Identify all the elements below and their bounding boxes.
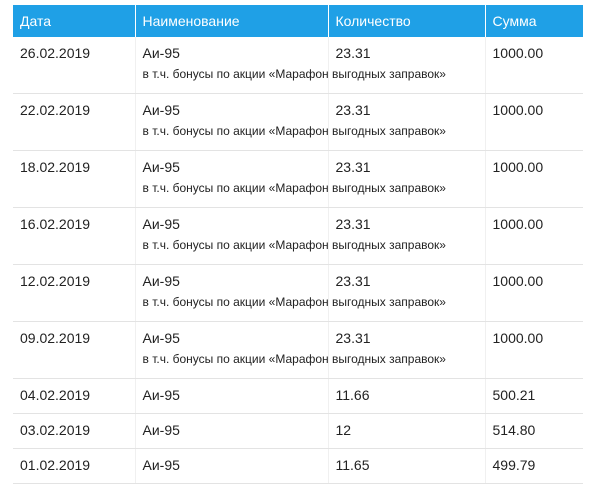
cell-text: Аи-95 xyxy=(142,216,180,232)
table-cell: 1000.00 xyxy=(484,207,583,265)
cell-text: Аи-95 xyxy=(142,273,180,289)
table-cell: Аи-95 xyxy=(134,413,328,449)
table-cell: Аи-95 в т.ч. бонусы по акции «Марафон выг… xyxy=(134,93,446,151)
table-cell: Аи-95 в т.ч. бонусы по акции «Марафон выг… xyxy=(134,207,446,265)
table-row: 16.02.2019 Аи-95 в т.ч. бонусы по акции «М… xyxy=(13,207,583,265)
table-cell: 11.65 xyxy=(327,448,485,484)
bonus-note: в т.ч. бонусы по акции «Марафон выгодных… xyxy=(142,238,446,252)
cell-text: 26.02.2019 xyxy=(20,45,91,61)
table-row: 12.02.2019 Аи-95 в т.ч. бонусы по акции «М… xyxy=(13,264,583,322)
cell-text: 23.31 xyxy=(335,273,371,289)
cell-text: 18.02.2019 xyxy=(20,159,91,175)
table-row: 18.02.2019 Аи-95 в т.ч. бонусы по акции «М… xyxy=(13,150,583,208)
table-cell: 23.31 xyxy=(327,37,485,94)
bonus-note: в т.ч. бонусы по акции «Марафон выгодных… xyxy=(142,352,446,366)
cell-text: 11.65 xyxy=(335,457,370,473)
table-row: 04.02.2019 Аи-95 11.66 500.21 xyxy=(13,378,583,414)
table-row: 22.02.2019 Аи-95 в т.ч. бонусы по акции «М… xyxy=(13,93,583,151)
table-cell: 03.02.2019 xyxy=(13,413,135,449)
table-cell: 500.21 xyxy=(484,378,583,414)
table-cell: 23.31 xyxy=(327,264,485,322)
column-header: Количество xyxy=(327,5,485,37)
purchases-table: Дата Наименование Количество Сумма 26.02.20… xyxy=(13,5,583,484)
table-row: 09.02.2019 Аи-95 в т.ч. бонусы по акции «М… xyxy=(13,321,583,379)
table-cell: 22.02.2019 xyxy=(13,93,135,151)
cell-text: 499.79 xyxy=(492,457,536,473)
cell-text: 03.02.2019 xyxy=(20,422,91,438)
cell-text: 1000.00 xyxy=(492,273,544,289)
cell-text: 1000.00 xyxy=(492,216,544,232)
table-cell: Аи-95 в т.ч. бонусы по акции «Марафон выг… xyxy=(134,264,446,322)
cell-text: Аи-95 xyxy=(142,102,180,118)
table-cell: 01.02.2019 xyxy=(13,448,135,484)
cell-text: 1000.00 xyxy=(492,102,544,118)
table-row: 03.02.2019 Аи-95 12 514.80 xyxy=(13,413,583,449)
cell-text: 11.66 xyxy=(335,387,370,403)
cell-text: 23.31 xyxy=(335,330,371,346)
cell-text: 23.31 xyxy=(335,159,371,175)
table-row: 01.02.2019 Аи-95 11.65 499.79 xyxy=(13,448,583,484)
table-cell: 1000.00 xyxy=(484,93,583,151)
cell-text: 1000.00 xyxy=(492,159,544,175)
cell-text: 23.31 xyxy=(335,102,371,118)
column-header: Дата xyxy=(13,5,135,37)
cell-text: 500.21 xyxy=(492,387,536,403)
table-cell: 18.02.2019 xyxy=(13,150,135,208)
header-row: Дата Наименование Количество Сумма xyxy=(13,5,583,37)
table-cell: 1000.00 xyxy=(484,264,583,322)
table-cell: 16.02.2019 xyxy=(13,207,135,265)
bonus-note: в т.ч. бонусы по акции «Марафон выгодных… xyxy=(142,124,446,138)
cell-text: 04.02.2019 xyxy=(20,387,91,403)
table-cell: 499.79 xyxy=(484,448,583,484)
table-cell: 514.80 xyxy=(484,413,583,449)
cell-text: 12 xyxy=(335,422,352,438)
bonus-note: в т.ч. бонусы по акции «Марафон выгодных… xyxy=(142,295,446,309)
column-header: Наименование xyxy=(134,5,328,37)
cell-text: 12.02.2019 xyxy=(20,273,91,289)
table-cell: 26.02.2019 xyxy=(13,37,135,94)
cell-text: 23.31 xyxy=(335,45,371,61)
table-cell: Аи-95 xyxy=(134,448,328,484)
cell-text: Аи-95 xyxy=(142,45,180,61)
table-cell: 12 xyxy=(327,413,485,449)
column-header: Сумма xyxy=(484,5,583,37)
cell-text: 23.31 xyxy=(335,216,371,232)
table-cell: 23.31 xyxy=(327,321,485,379)
table-cell: Аи-95 в т.ч. бонусы по акции «Марафон выг… xyxy=(134,150,446,208)
cell-text: Аи-95 xyxy=(142,330,180,346)
table-body: 26.02.2019 Аи-95 в т.ч. бонусы по акции «М… xyxy=(13,37,583,484)
table-cell: 1000.00 xyxy=(484,150,583,208)
table-cell: 12.02.2019 xyxy=(13,264,135,322)
cell-text: 1000.00 xyxy=(492,330,544,346)
table-cell: 1000.00 xyxy=(484,37,583,94)
cell-text: 514.80 xyxy=(492,422,536,438)
table-cell: 1000.00 xyxy=(484,321,583,379)
cell-text: 09.02.2019 xyxy=(20,330,91,346)
table-cell: Аи-95 в т.ч. бонусы по акции «Марафон выг… xyxy=(134,321,446,379)
table-cell: 04.02.2019 xyxy=(13,378,135,414)
bonus-note: в т.ч. бонусы по акции «Марафон выгодных… xyxy=(142,181,446,195)
table-cell: Аи-95 в т.ч. бонусы по акции «Марафон выг… xyxy=(134,37,446,94)
cell-text: Аи-95 xyxy=(142,387,180,403)
cell-text: Аи-95 xyxy=(142,422,180,438)
cell-text: Аи-95 xyxy=(142,457,180,473)
table-cell: 23.31 xyxy=(327,207,485,265)
table-cell: 23.31 xyxy=(327,150,485,208)
table-cell: 11.66 xyxy=(327,378,485,414)
cell-text: 16.02.2019 xyxy=(20,216,91,232)
cell-text: 22.02.2019 xyxy=(20,102,91,118)
cell-text: Аи-95 xyxy=(142,159,180,175)
table-cell: Аи-95 xyxy=(134,378,328,414)
cell-text: 1000.00 xyxy=(492,45,544,61)
table-cell: 09.02.2019 xyxy=(13,321,135,379)
cell-text: 01.02.2019 xyxy=(20,457,91,473)
table-cell: 23.31 xyxy=(327,93,485,151)
bonus-note: в т.ч. бонусы по акции «Марафон выгодных… xyxy=(142,67,446,81)
table-row: 26.02.2019 Аи-95 в т.ч. бонусы по акции «М… xyxy=(13,37,583,94)
